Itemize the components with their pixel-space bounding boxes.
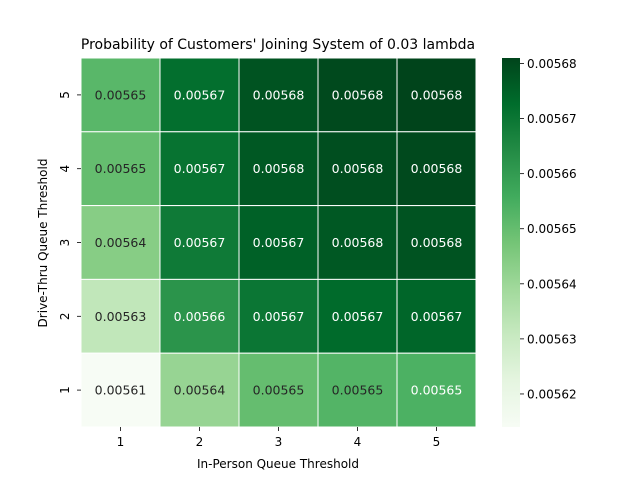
cell-value-label: 0.00565 — [95, 87, 147, 102]
cell-value-label: 0.00561 — [95, 383, 147, 398]
heatmap-cell — [159, 205, 240, 280]
cell-value-label: 0.00568 — [332, 87, 384, 102]
y-tick-label: 5 — [58, 91, 72, 99]
heatmap-cell — [159, 278, 240, 354]
cell-value-label: 0.00564 — [174, 383, 226, 398]
cell-value-label: 0.00568 — [411, 235, 463, 250]
heatmap-cell — [396, 278, 477, 354]
y-tick-label: 1 — [58, 386, 72, 394]
colorbar-tick-label: 0.00564 — [527, 277, 577, 291]
x-axis-ticks: 1 2 3 4 5 — [117, 427, 441, 449]
x-tick-label: 5 — [433, 435, 441, 449]
heatmap-cell — [317, 278, 398, 354]
heatmap-cell — [159, 57, 240, 133]
cell-value-label: 0.00567 — [174, 87, 226, 102]
colorbar — [502, 58, 520, 427]
heatmap-cell — [80, 352, 161, 428]
cell-value-label: 0.00567 — [411, 309, 463, 324]
cell-value-label: 0.00566 — [174, 309, 226, 324]
cell-value-label: 0.00565 — [95, 161, 147, 176]
y-axis-ticks: 5 4 3 2 1 — [58, 91, 81, 394]
cell-value-label: 0.00568 — [332, 161, 384, 176]
colorbar-tick-label: 0.00568 — [527, 57, 577, 71]
heatmap-cell — [238, 278, 319, 354]
cell-value-label: 0.00567 — [253, 309, 305, 324]
heatmap-cells: 0.00565 0.00567 0.00568 0.00568 0.00568 0.005… — [80, 57, 477, 428]
x-tick-label: 4 — [354, 435, 362, 449]
cell-value-label: 0.00568 — [411, 87, 463, 102]
heatmap-cell — [238, 205, 319, 280]
cell-value-label: 0.00567 — [332, 309, 384, 324]
cell-value-label: 0.00567 — [174, 161, 226, 176]
heatmap-cell — [396, 352, 477, 428]
cell-value-label: 0.00568 — [253, 161, 305, 176]
cell-value-label: 0.00565 — [332, 383, 384, 398]
cell-value-label: 0.00564 — [95, 235, 147, 250]
heatmap-cell — [80, 57, 161, 133]
heatmap-cell — [396, 57, 477, 133]
colorbar-tick-label: 0.00563 — [527, 332, 577, 346]
heatmap-cell — [238, 57, 319, 133]
heatmap-cell — [238, 352, 319, 428]
colorbar-tick-label: 0.00562 — [527, 387, 577, 401]
cell-value-label: 0.00565 — [411, 383, 463, 398]
cell-value-label: 0.00567 — [174, 235, 226, 250]
heatmap-cell — [396, 205, 477, 280]
colorbar-tick-label: 0.00565 — [527, 222, 577, 236]
cell-value-label: 0.00568 — [411, 161, 463, 176]
heatmap-cell — [159, 352, 240, 428]
heatmap-cell — [317, 57, 398, 133]
chart-title: Probability of Customers' Joining System… — [81, 37, 475, 53]
heatmap-cell — [80, 131, 161, 207]
y-axis-label: Drive-Thru Queue Threshold — [36, 159, 50, 328]
cell-value-label: 0.00563 — [95, 309, 147, 324]
cell-value-label: 0.00567 — [253, 235, 305, 250]
cell-value-label: 0.00568 — [332, 235, 384, 250]
x-tick-label: 2 — [196, 435, 204, 449]
heatmap-cell — [317, 205, 398, 280]
y-tick-label: 2 — [58, 312, 72, 320]
x-tick-label: 1 — [117, 435, 125, 449]
y-tick-label: 3 — [58, 239, 72, 247]
colorbar-tick-label: 0.00566 — [527, 167, 577, 181]
colorbar-ticks: 0.00562 0.00563 0.00564 0.00565 0.00566 0.005… — [520, 57, 577, 401]
x-axis-label: In-Person Queue Threshold — [197, 457, 359, 471]
colorbar-tick-label: 0.00567 — [527, 112, 577, 126]
cell-value-label: 0.00568 — [253, 87, 305, 102]
y-tick-label: 4 — [58, 165, 72, 173]
x-tick-label: 3 — [275, 435, 283, 449]
cell-value-label: 0.00565 — [253, 383, 305, 398]
heatmap-cell — [396, 131, 477, 207]
heatmap-cell — [238, 131, 319, 207]
